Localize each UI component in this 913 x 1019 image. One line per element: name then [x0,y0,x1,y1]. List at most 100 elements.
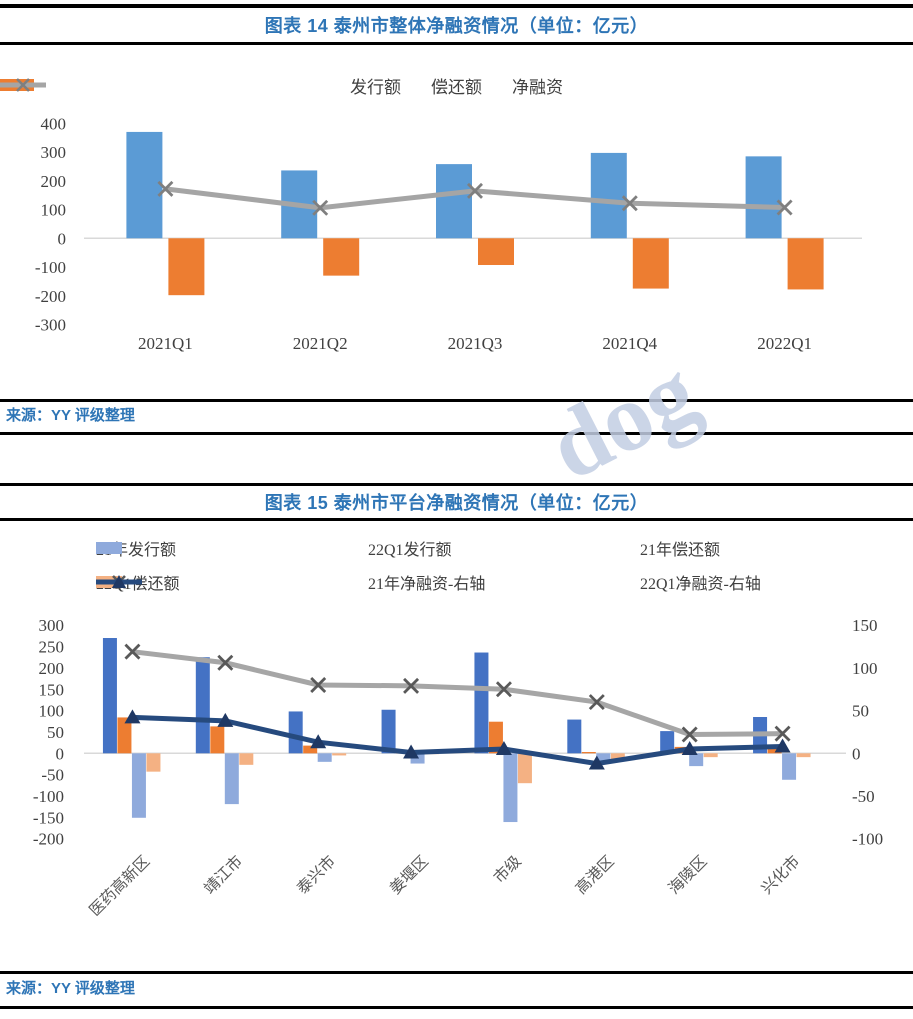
bar [332,753,347,756]
bar [436,164,472,239]
bar [303,745,318,754]
category-label: 海陵区 [665,852,711,898]
legend-item-1: 22Q1发行额 [96,536,640,560]
legend-label: 21年偿还额 [640,542,721,559]
left-axis-tick: -200 [33,830,64,849]
left-axis-tick: 200 [41,172,67,191]
legend-label: 22Q1发行额 [368,542,452,559]
divider [0,399,913,402]
bar [767,747,782,754]
legend-item-1: 偿还额 [0,73,482,98]
bar [796,753,811,758]
plot-area: 300 250 200 150 100 50 0 -50 -100 -150 -200 150 100 5… [33,616,883,919]
figure15-legend: 21年发行额22Q1发行额21年偿还额22Q1偿还额21年净融资-右轴22Q1净… [96,536,912,594]
line-series-净融资 [157,180,793,216]
bar [610,753,625,760]
divider [0,971,913,974]
bar-series-发行额 [126,131,782,239]
bar-series-22Q1偿还额 [146,753,811,784]
left-axis-tick: 50 [47,723,64,742]
divider [0,518,913,521]
bar [126,131,163,239]
right-axis-tick: 50 [852,702,869,721]
divider [0,42,913,45]
bar [210,726,225,754]
legend-item-0: 21年发行额 [96,536,368,560]
bar [689,753,704,767]
right-axis-tick: 0 [852,744,861,763]
bar [323,238,360,276]
divider [0,1006,913,1009]
left-axis-tick: -150 [33,808,64,827]
category-label: 姜堰区 [386,852,432,898]
bar [168,238,205,296]
category-label: 医药高新区 [86,852,154,920]
category-label: 2022Q1 [757,334,812,353]
bar [317,753,332,762]
bar [478,238,514,266]
bar [117,717,132,754]
bar-series-21年发行额 [102,638,768,754]
divider [0,432,913,435]
bar [782,753,797,780]
legend-item-0: 发行额 [0,73,401,98]
left-axis-tick: 150 [39,680,65,699]
line-series-22Q1净融资-右轴 [124,709,791,770]
divider [0,483,913,486]
legend-item-5: 22Q1净融资-右轴 [96,570,912,594]
legend-label: 偿还额 [431,77,482,97]
left-axis-tick: 300 [41,143,67,162]
left-axis-tick: 250 [39,638,65,657]
legend-label: 净融资 [512,77,563,97]
legend-item-4: 21年净融资-右轴 [96,570,640,594]
bar [102,638,117,754]
bar [488,721,503,754]
bar [787,238,824,290]
left-axis-tick: 300 [39,616,65,635]
line-series-21年净融资-右轴 [124,643,791,743]
bar [632,238,669,289]
left-axis-tick: 400 [41,114,67,133]
plot-area: 400 300 200 100 0 -100 -200 -300 2021Q1 2021Q2 202… [35,114,862,353]
legend-label: 21年净融资-右轴 [368,576,486,593]
bar [517,753,532,784]
category-label: 高港区 [572,852,618,898]
bar [581,752,596,754]
watermark: dog [531,337,714,501]
category-label: 2021Q2 [293,334,348,353]
bar [224,753,239,805]
right-axis-tick: -50 [852,787,875,806]
category-label: 2021Q3 [448,334,503,353]
figure14-title: 图表 14 泰州市整体净融资情况（单位：亿元） [264,16,649,36]
bar [745,156,782,239]
right-axis-tick: -100 [852,830,883,849]
figure15-source: 来源：YY 评级整理 [6,980,135,997]
bar [660,731,675,754]
bar [195,657,210,754]
legend-item-2: 净融资 [0,73,563,98]
bar [567,719,582,754]
bar [239,753,254,765]
line-x-marker-icon [0,78,46,92]
left-axis-tick: -50 [41,766,64,785]
left-axis-tick: -100 [35,258,66,277]
left-axis-tick: 0 [56,744,65,763]
left-axis-tick: -200 [35,287,66,306]
bar [596,753,611,762]
legend-label: 22Q1净融资-右轴 [640,576,761,593]
category-label: 2021Q1 [138,334,193,353]
legend-label: 发行额 [350,77,401,97]
figure15-title: 图表 15 泰州市平台净融资情况（单位：亿元） [264,493,649,513]
divider [0,4,913,8]
category-label: 兴化市 [758,852,804,898]
bar [131,753,146,818]
line-triangle-marker-icon [96,575,142,588]
left-axis-tick: 0 [58,229,67,248]
bar-series-21年偿还额 [131,753,797,823]
right-axis-tick: 150 [852,616,878,635]
left-axis-tick: -300 [35,316,66,335]
bar [503,753,518,823]
figure15-chart: 300 250 200 150 100 50 0 -50 -100 -150 -200 150 100 5… [33,616,883,919]
category-label: 市级 [490,852,525,887]
